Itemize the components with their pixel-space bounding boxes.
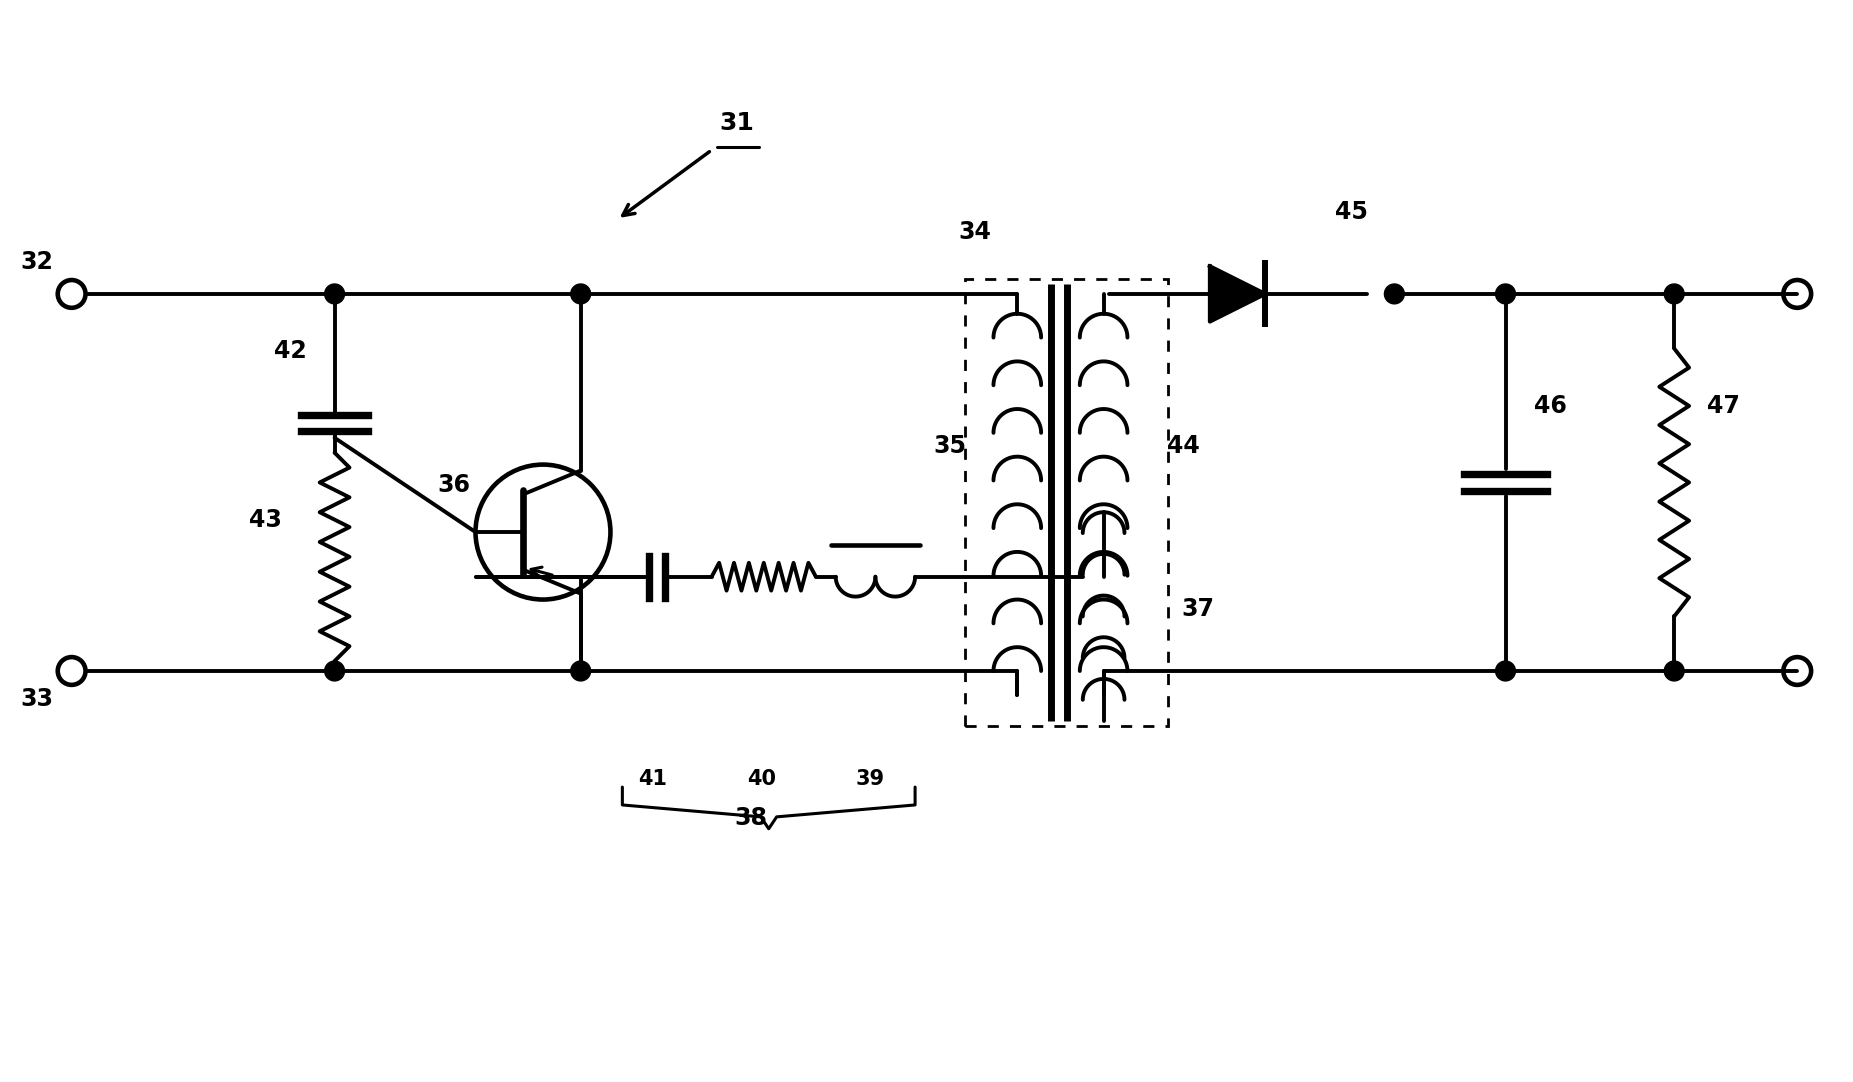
Text: 45: 45 — [1336, 200, 1368, 224]
Circle shape — [571, 283, 591, 304]
Text: 47: 47 — [1707, 394, 1740, 418]
Text: 46: 46 — [1534, 394, 1566, 418]
Text: 31: 31 — [719, 111, 754, 135]
Text: 43: 43 — [248, 509, 282, 532]
Text: 41: 41 — [637, 769, 667, 789]
Text: 34: 34 — [958, 221, 991, 245]
Text: 37: 37 — [1182, 597, 1214, 621]
Circle shape — [324, 661, 345, 681]
Circle shape — [1664, 661, 1684, 681]
Text: 40: 40 — [747, 769, 776, 789]
Text: 36: 36 — [437, 474, 471, 498]
Circle shape — [1384, 283, 1405, 304]
Polygon shape — [1210, 266, 1266, 321]
Text: 33: 33 — [20, 687, 54, 711]
Circle shape — [571, 661, 591, 681]
Circle shape — [1495, 283, 1516, 304]
Text: 35: 35 — [934, 434, 965, 458]
Circle shape — [1664, 283, 1684, 304]
Text: 44: 44 — [1167, 434, 1199, 458]
Bar — [965, 279, 1167, 726]
Text: 38: 38 — [736, 806, 767, 830]
Circle shape — [324, 283, 345, 304]
Circle shape — [1495, 661, 1516, 681]
Text: 32: 32 — [20, 250, 54, 274]
Text: 39: 39 — [856, 769, 886, 789]
Text: 42: 42 — [274, 340, 306, 364]
